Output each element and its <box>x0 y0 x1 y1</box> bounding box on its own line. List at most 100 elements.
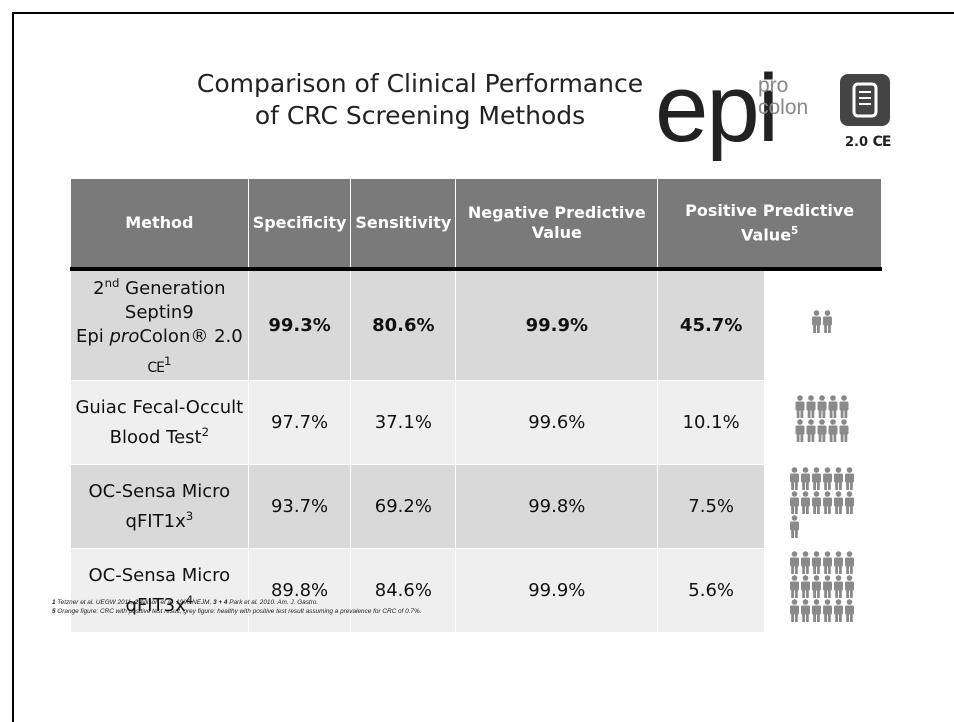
value-cell: 99.6% <box>456 381 658 465</box>
text-part: nd <box>105 276 120 290</box>
person-icon <box>834 491 843 514</box>
text-part: Allison et al. 1996 NEJM, <box>138 599 213 606</box>
logo-icon-art <box>840 74 890 126</box>
person-icon <box>834 467 843 490</box>
person-icon <box>823 599 832 622</box>
person-icon <box>823 310 832 333</box>
slide: Comparison of Clinical Performanceof CRC… <box>0 0 954 722</box>
value-cell: 89.8% <box>248 549 351 633</box>
title-line: of CRC Screening Methods <box>180 100 660 132</box>
text-part: Park et al. 2010. Am. J. Gastro. <box>227 599 318 606</box>
person-icon <box>796 395 805 418</box>
table-row: Guiac Fecal-Occult Blood Test2 97.7%37.1%9… <box>71 381 882 465</box>
logo: epi pro colon 2.0 CE <box>655 62 950 172</box>
text-part: Colon® 2.0 <box>139 326 242 347</box>
column-header: Specificity <box>248 179 351 270</box>
value-cell: 84.6% <box>351 549 456 633</box>
value-cell: 99.9% <box>456 549 658 633</box>
person-icon <box>801 467 810 490</box>
table-row: 2nd Generation Septin9Epi proColon® 2.0 … <box>71 269 882 381</box>
person-icon <box>812 491 821 514</box>
method-line: qFIT1x3 <box>71 504 248 534</box>
table: MethodSpecificitySensitivityNegative Pre… <box>70 178 882 633</box>
title-line: Comparison of Clinical Performance <box>180 68 660 100</box>
value-cell: 99.3% <box>248 269 351 381</box>
figure-graphic <box>765 284 881 360</box>
text-part: OC-Sensa Micro <box>88 481 230 502</box>
text-part: Orange figure: CRC with positive test re… <box>56 608 422 615</box>
person-icon <box>801 551 810 574</box>
person-icon <box>790 575 799 598</box>
person-icon <box>823 575 832 598</box>
value-cell: 97.7% <box>248 381 351 465</box>
method-line: OC-Sensa Micro <box>71 564 248 588</box>
logo-icon <box>840 74 890 126</box>
text-part: 3 <box>186 509 193 523</box>
person-icon <box>834 551 843 574</box>
value-cell: 45.7% <box>658 269 765 381</box>
figure-graphic <box>765 465 881 541</box>
person-icon <box>823 467 832 490</box>
person-icon <box>812 310 821 333</box>
person-icon <box>834 599 843 622</box>
version: 2.0 <box>845 135 868 150</box>
person-icon <box>818 395 827 418</box>
text-part: 2 <box>93 278 104 299</box>
text-part: Blood Test <box>110 427 202 448</box>
text-part: Sensitivity <box>355 213 451 232</box>
value-cell: 80.6% <box>351 269 456 381</box>
person-icon <box>818 419 827 442</box>
person-icon <box>834 575 843 598</box>
person-icon <box>790 515 799 538</box>
text-part: 5 <box>791 225 798 237</box>
person-icon <box>829 395 838 418</box>
figure-graphic <box>765 549 881 625</box>
table-row: OC-Sensa MicroqFIT1x393.7%69.2%99.8%7.5% <box>71 465 882 549</box>
person-icon <box>845 551 854 574</box>
person-icon <box>790 551 799 574</box>
column-header: Positive Predictive Value5 <box>658 179 882 270</box>
person-icon <box>845 575 854 598</box>
person-icon <box>801 599 810 622</box>
person-icon <box>790 599 799 622</box>
person-icon <box>823 491 832 514</box>
figure-cell <box>765 269 882 381</box>
value-cell: 93.7% <box>248 465 351 549</box>
text-part: Specificity <box>253 213 347 232</box>
method-line: Guiac Fecal-Occult <box>71 396 248 420</box>
figure-cell <box>765 381 882 465</box>
person-icon <box>790 491 799 514</box>
ce-mark: CE <box>873 134 891 150</box>
person-icon <box>790 467 799 490</box>
value-cell: 10.1% <box>658 381 765 465</box>
text-part: 2 <box>202 425 209 439</box>
method-line: OC-Sensa Micro <box>71 480 248 504</box>
logo-version: 2.0 CE <box>845 134 890 150</box>
value-cell: 7.5% <box>658 465 765 549</box>
method-line: Epi proColon® 2.0 CE1 <box>71 325 248 380</box>
person-icon <box>812 551 821 574</box>
column-header: Negative Predictive Value <box>456 179 658 270</box>
person-icon <box>823 551 832 574</box>
text-part: OC-Sensa Micro <box>88 565 230 586</box>
text-part: CE <box>147 360 164 376</box>
text-part: pro <box>110 326 140 347</box>
figure-graphic <box>765 381 881 457</box>
person-icon <box>845 599 854 622</box>
person-icon <box>840 395 849 418</box>
value-cell: 99.9% <box>456 269 658 381</box>
value-cell: 37.1% <box>351 381 456 465</box>
text-part: Negative Predictive Value <box>468 203 646 242</box>
person-icon <box>801 575 810 598</box>
value-cell: 5.6% <box>658 549 765 633</box>
method-cell: OC-Sensa MicroqFIT3x4 <box>71 549 249 633</box>
person-icon <box>807 395 816 418</box>
text-part: Tetzner et al. UEGW 2011, <box>56 599 135 606</box>
footnote-line: 1 Tetzner et al. UEGW 2011, 2 Allison et… <box>52 598 421 607</box>
person-icon <box>812 599 821 622</box>
footnotes: 1 Tetzner et al. UEGW 2011, 2 Allison et… <box>52 598 421 616</box>
